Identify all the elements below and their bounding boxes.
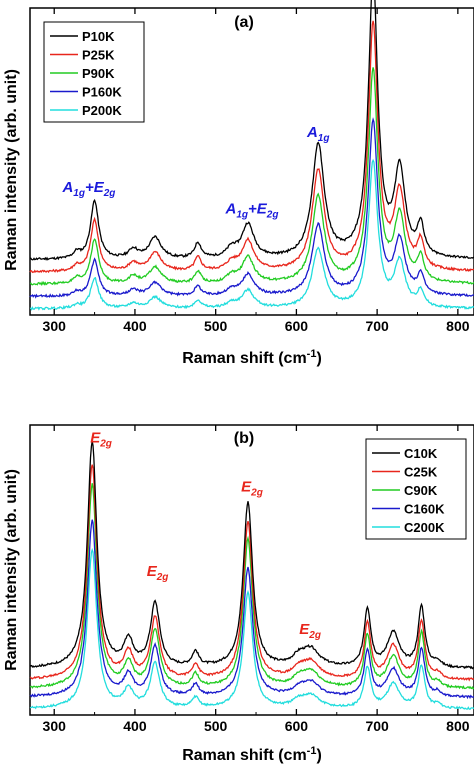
panel-b-xlabel-text: Raman shift (cm [182, 747, 306, 764]
panel-b-legend-label-C25K: C25K [404, 465, 438, 480]
panel-a-series-lines [29, 0, 474, 311]
panel-a-x-axis-label: Raman shift (cm-1) [182, 348, 322, 367]
panel-a-legend-label-P10K: P10K [82, 29, 115, 44]
panel-a-series-P10K [29, 0, 474, 261]
panel-a-xlabel-text: Raman shift (cm [182, 350, 306, 367]
panel-b-x-tick-label-600: 600 [285, 718, 309, 734]
panel-b: 300 400 500 600 700 800 (b) E2g E2g E2g E2g C10K… [29, 424, 474, 764]
panel-b-series-C25K [29, 464, 474, 682]
panel-a-plot-area [29, 7, 474, 316]
panel-b-plot-area [29, 424, 474, 716]
panel-a-y-axis-label: Raman intensity (arb. unit) [3, 69, 20, 271]
panel-a-series-P200K [29, 158, 474, 311]
panel-a-x-tick-label-800: 800 [446, 318, 470, 334]
panel-b-series-C10K [29, 441, 474, 670]
panel-b-legend-label-C160K: C160K [404, 502, 445, 517]
panel-a-legend-label-P200K: P200K [82, 103, 122, 118]
panel-a-x-axis: 300 400 500 600 700 800 [43, 8, 470, 334]
panel-b-x-tick-label-400: 400 [123, 718, 147, 734]
panel-a: 300 400 500 600 700 800 (a) A1g+E2g A1g+E2g A1g… [29, 0, 474, 367]
panel-b-annotation-2: E2g [241, 479, 263, 499]
panel-b-x-tick-label-800: 800 [446, 718, 470, 734]
panel-b-series-C90K [29, 483, 474, 690]
panel-a-x-tick-label-700: 700 [365, 318, 389, 334]
panel-a-xlabel-end: ) [316, 350, 321, 367]
panel-a-annotation-0: A1g+E2g [61, 179, 115, 199]
panel-b-label: (b) [234, 430, 254, 447]
panel-a-annotation-2: A1g [306, 124, 330, 144]
panel-b-y-axis-label: Raman intensity (arb. unit) [3, 469, 20, 671]
panel-b-xlabel-sup: -1 [307, 745, 317, 757]
panel-b-annotations: E2g E2g E2g E2g [90, 429, 321, 640]
panel-b-legend-box [365, 438, 467, 540]
panel-b-annotation-3: E2g [299, 621, 321, 641]
panel-a-legend-label-P25K: P25K [82, 48, 115, 63]
panel-a-legend-label-P160K: P160K [82, 85, 122, 100]
panel-a-x-tick-label-500: 500 [204, 318, 228, 334]
panel-a-series-P25K [29, 20, 474, 274]
panel-b-annotation-0: E2g [90, 429, 112, 449]
panel-a-label: (a) [234, 14, 254, 31]
panel-b-legend-label-C200K: C200K [404, 520, 445, 535]
panel-b-series-C160K [29, 519, 474, 700]
panel-a-series-P160K [29, 117, 474, 299]
panel-b-series-C200K [29, 547, 474, 711]
panel-a-xlabel-sup: -1 [307, 348, 317, 360]
panel-b-series-lines [29, 441, 474, 711]
panel-a-x-tick-label-300: 300 [43, 318, 67, 334]
panel-b-legend-label-C10K: C10K [404, 446, 438, 461]
panel-b-x-tick-label-300: 300 [43, 718, 67, 734]
panel-a-series-P90K [29, 67, 474, 286]
panel-b-annotation-1: E2g [147, 563, 169, 583]
panel-a-x-tick-label-400: 400 [123, 318, 147, 334]
panel-b-x-tick-label-500: 500 [204, 718, 228, 734]
panel-b-xlabel-end: ) [316, 747, 321, 764]
panel-b-x-axis-label: Raman shift (cm-1) [182, 745, 322, 764]
panel-a-x-tick-label-600: 600 [285, 318, 309, 334]
panel-a-legend-label-P90K: P90K [82, 66, 115, 81]
panel-b-x-tick-label-700: 700 [365, 718, 389, 734]
panel-a-legend-box [43, 21, 145, 123]
panel-b-legend: C10K C25K C90K C160K C200K [365, 438, 467, 540]
panel-b-x-axis: 300 400 500 600 700 800 [43, 425, 470, 734]
panel-a-annotation-1: A1g+E2g [225, 201, 279, 221]
panel-a-legend: P10K P25K P90K P160K P200K [43, 21, 145, 123]
panel-b-legend-label-C90K: C90K [404, 483, 438, 498]
